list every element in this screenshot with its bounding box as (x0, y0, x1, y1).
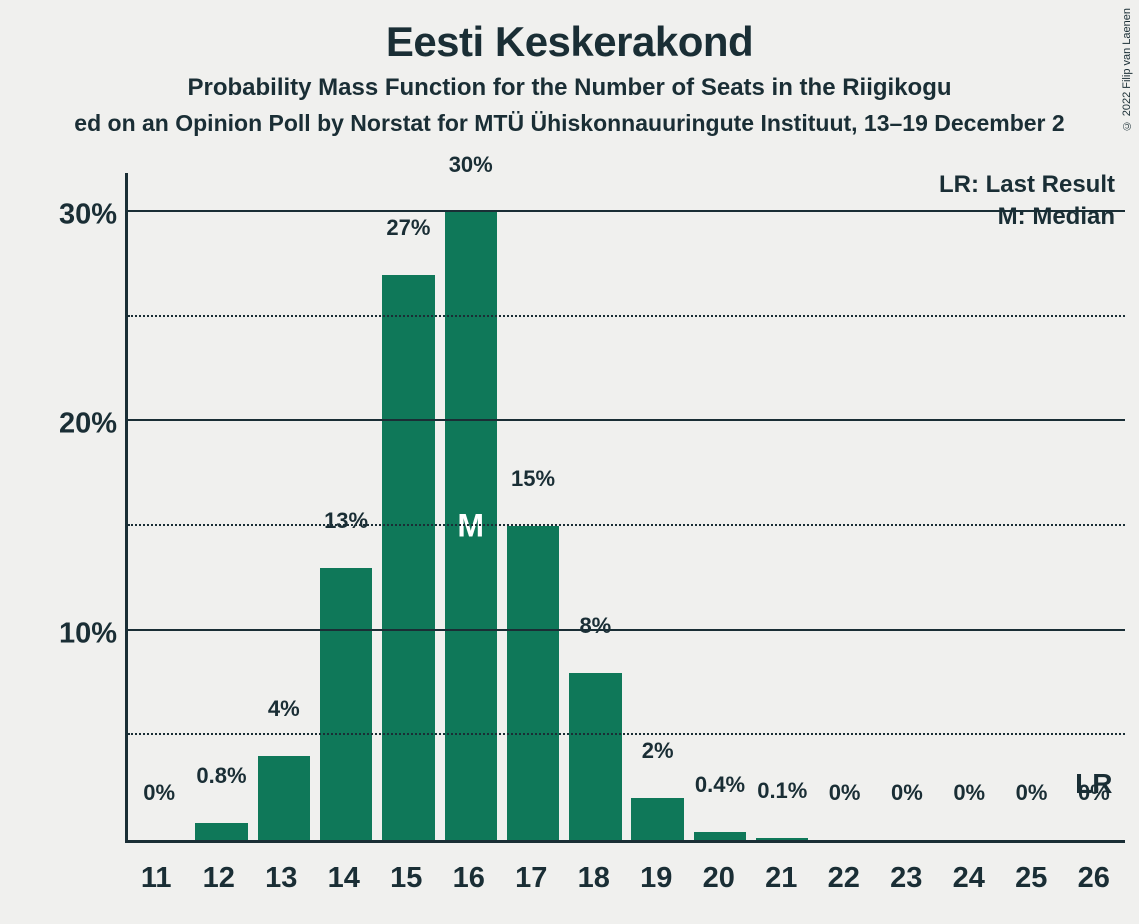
bar (694, 832, 746, 840)
bar (756, 838, 808, 840)
x-tick-label: 17 (500, 846, 563, 895)
x-tick-label: 15 (375, 846, 438, 895)
bar (258, 756, 310, 840)
bar-slot: 27% (377, 173, 439, 840)
bars-group: 0%0.8%4%13%27%M30%15%8%2%0.4%0.1%0%0%0%0… (128, 173, 1125, 840)
median-marker: M (445, 507, 497, 544)
x-tick-label: 18 (563, 846, 626, 895)
x-tick-label: 13 (250, 846, 313, 895)
bar-slot: 8% (564, 173, 626, 840)
bar-value-label: 13% (315, 508, 377, 538)
bar-value-label: 0% (128, 780, 190, 810)
x-tick-label: 23 (875, 846, 938, 895)
x-tick-label: 22 (813, 846, 876, 895)
chart-subtitle: Probability Mass Function for the Number… (0, 74, 1139, 102)
x-axis: 11121314151617181920212223242526 (125, 846, 1125, 895)
chart-container: LR: Last Result M: Median 0%0.8%4%13%27%… (0, 165, 1139, 924)
gridline-major (128, 419, 1125, 421)
y-tick-label: 10% (59, 617, 117, 650)
x-tick-label: 19 (625, 846, 688, 895)
bar-value-label: 0% (1000, 780, 1062, 810)
bar-slot: M30% (440, 173, 502, 840)
bar-value-label: 2% (627, 738, 689, 768)
bar-slot: 4% (253, 173, 315, 840)
bar-slot: 0.8% (190, 173, 252, 840)
bar-value-label: 15% (502, 466, 564, 496)
bar-value-label: 30% (440, 152, 502, 182)
gridline-major (128, 629, 1125, 631)
bar (569, 673, 621, 841)
x-tick-label: 14 (313, 846, 376, 895)
bar-value-label: 0% (938, 780, 1000, 810)
bar: M (445, 212, 497, 840)
bar-value-label: 0.4% (689, 772, 751, 802)
bar-slot: 0% (938, 173, 1000, 840)
x-tick-label: 12 (188, 846, 251, 895)
bar-value-label: 0.1% (751, 778, 813, 808)
bar-slot: 0% (1000, 173, 1062, 840)
bar-slot: 0% (876, 173, 938, 840)
copyright-text: © 2022 Filip van Laenen (1121, 8, 1133, 131)
x-tick-label: 21 (750, 846, 813, 895)
bar-slot: 15% (502, 173, 564, 840)
bar-slot: 2% (627, 173, 689, 840)
x-tick-label: 20 (688, 846, 751, 895)
gridline-major (128, 210, 1125, 212)
x-tick-label: 24 (938, 846, 1001, 895)
bar-value-label: 0% (813, 780, 875, 810)
x-tick-label: 11 (125, 846, 188, 895)
bar-slot: 0%LR (1063, 173, 1125, 840)
bar-slot: 0.4% (689, 173, 751, 840)
y-tick-label: 30% (59, 198, 117, 231)
bar-slot: 0% (128, 173, 190, 840)
bar (195, 823, 247, 840)
plot-area: LR: Last Result M: Median 0%0.8%4%13%27%… (125, 173, 1125, 843)
bar-slot: 0.1% (751, 173, 813, 840)
chart-source: ed on an Opinion Poll by Norstat for MTÜ… (0, 110, 1139, 137)
y-tick-label: 20% (59, 408, 117, 441)
bar (631, 798, 683, 840)
gridline-minor (128, 524, 1125, 526)
lr-marker: LR (1063, 768, 1125, 800)
bar-slot: 0% (813, 173, 875, 840)
x-tick-label: 26 (1063, 846, 1126, 895)
bar-value-label: 27% (377, 215, 439, 245)
bar (507, 526, 559, 840)
bar (320, 568, 372, 840)
bar-value-label: 0% (876, 780, 938, 810)
bar-value-label: 0.8% (190, 763, 252, 793)
gridline-minor (128, 733, 1125, 735)
x-tick-label: 16 (438, 846, 501, 895)
chart-title: Eesti Keskerakond (0, 0, 1139, 66)
bar-value-label: 8% (564, 613, 626, 643)
bar-value-label: 4% (253, 696, 315, 726)
bar (382, 275, 434, 840)
bar-slot: 13% (315, 173, 377, 840)
gridline-minor (128, 315, 1125, 317)
x-tick-label: 25 (1000, 846, 1063, 895)
